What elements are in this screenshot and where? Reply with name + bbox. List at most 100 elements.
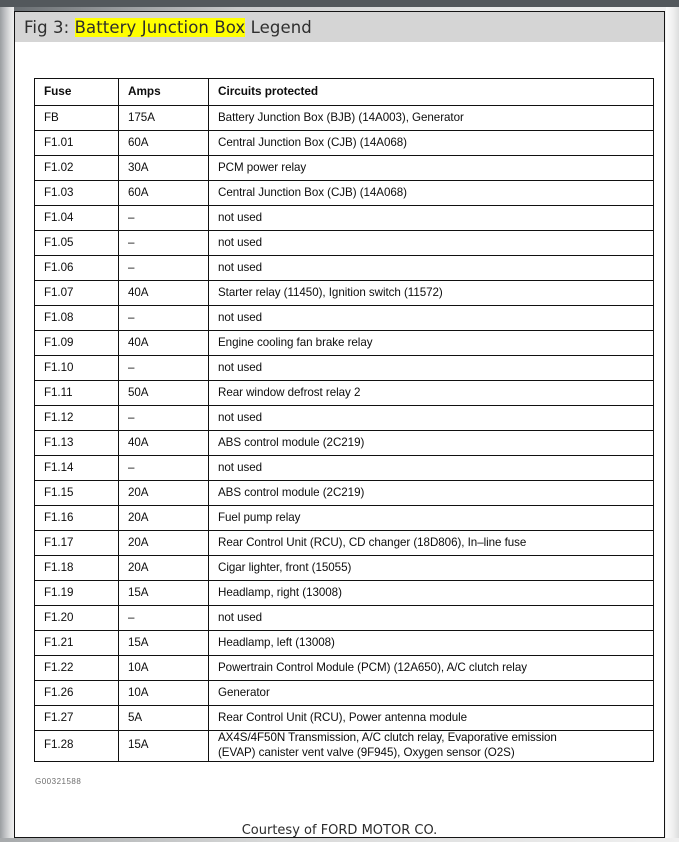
table-row: F1.03 60A Central Junction Box (CJB) (14A0… [34, 180, 654, 206]
cell-circuits: Battery Junction Box (BJB) (14A003), Gen… [208, 105, 654, 131]
cell-amps: 60A [118, 180, 209, 206]
bottom-gutter [0, 838, 679, 842]
cell-fuse: F1.28 [34, 730, 119, 762]
table-header-row: Fuse Amps Circuits protected [34, 78, 654, 106]
table-row: FB 175A Battery Junction Box (BJB) (14A003… [34, 105, 654, 131]
cell-fuse: F1.06 [34, 255, 119, 281]
cell-amps: 5A [118, 705, 209, 731]
courtesy-label: Courtesy of FORD MOTOR CO. [241, 823, 438, 838]
table-row: F1.11 50A Rear window defrost relay 2 [34, 380, 654, 406]
table-row: F1.17 20A Rear Control Unit (RCU), CD chan… [34, 530, 654, 556]
cell-circuits: Generator [208, 680, 654, 706]
cell-fuse: F1.26 [34, 680, 119, 706]
cell-circuits: not used [208, 605, 654, 631]
cell-circuits: not used [208, 455, 654, 481]
cell-circuits: ABS control module (2C219) [208, 480, 654, 506]
cell-fuse: F1.17 [34, 530, 119, 556]
cell-fuse: F1.13 [34, 430, 119, 456]
cell-amps: 20A [118, 530, 209, 556]
cell-amps: – [118, 455, 209, 481]
table-row: F1.12– not used [34, 405, 654, 431]
scanned-figure: Fuse Amps Circuits protected FB 175A Batte… [15, 42, 664, 837]
cell-amps: 10A [118, 655, 209, 681]
cell-amps: – [118, 305, 209, 331]
cell-circuits: not used [208, 230, 654, 256]
cell-fuse: F1.09 [34, 330, 119, 356]
table-row: F1.27 5A Rear Control Unit (RCU), Power an… [34, 705, 654, 731]
cell-amps: – [118, 230, 209, 256]
cell-amps: 15A [118, 630, 209, 656]
cell-fuse: F1.16 [34, 505, 119, 531]
table-row: F1.08– not used [34, 305, 654, 331]
table-row: F1.16 20A Fuel pump relay [34, 505, 654, 531]
cell-amps: 30A [118, 155, 209, 181]
table-row: F1.20– not used [34, 605, 654, 631]
cell-fuse: F1.07 [34, 280, 119, 306]
fuse-legend-table: Fuse Amps Circuits protected FB 175A Batte… [34, 78, 654, 762]
cell-fuse: F1.04 [34, 205, 119, 231]
cell-fuse: F1.19 [34, 580, 119, 606]
cell-circuits: Rear window defrost relay 2 [208, 380, 654, 406]
cell-amps: 60A [118, 130, 209, 156]
figure-title-bar: Fig 3: Battery Junction Box Legend [15, 12, 664, 42]
cell-circuits: Fuel pump relay [208, 505, 654, 531]
cell-circuits: Rear Control Unit (RCU), CD changer (18D… [208, 530, 654, 556]
column-header-circuits: Circuits protected [208, 78, 654, 106]
table-row: F1.21 15A Headlamp, left (13008) [34, 630, 654, 656]
right-gutter [666, 7, 679, 842]
cell-circuits: Central Junction Box (CJB) (14A068) [208, 180, 654, 206]
cell-amps: 20A [118, 480, 209, 506]
cell-amps: – [118, 205, 209, 231]
cell-circuits: ABS control module (2C219) [208, 430, 654, 456]
title-prefix: Fig 3: [24, 17, 75, 37]
cell-circuits: PCM power relay [208, 155, 654, 181]
table-row: F1.02 30A PCM power relay [34, 155, 654, 181]
cell-amps: 20A [118, 555, 209, 581]
table-row: F1.07 40A Starter relay (11450), Ignition … [34, 280, 654, 306]
table-row: F1.05– not used [34, 230, 654, 256]
cell-amps: 50A [118, 380, 209, 406]
cell-fuse: F1.20 [34, 605, 119, 631]
table-row: F1.28 15A AX4S/4F50N Transmission, A/C clu… [34, 730, 654, 762]
table-row: F1.15 20A ABS control module (2C219) [34, 480, 654, 506]
cell-amps: – [118, 355, 209, 381]
cell-amps: 15A [118, 730, 209, 762]
cell-amps: – [118, 255, 209, 281]
cell-circuits: Rear Control Unit (RCU), Power antenna m… [208, 705, 654, 731]
cell-amps: 20A [118, 505, 209, 531]
table-row: F1.22 10A Powertrain Control Module (PCM) … [34, 655, 654, 681]
cell-fuse: F1.27 [34, 705, 119, 731]
column-header-fuse: Fuse [34, 78, 119, 106]
cell-fuse: F1.03 [34, 180, 119, 206]
left-gutter [0, 7, 14, 842]
cell-fuse: F1.18 [34, 555, 119, 581]
table-row: F1.13 40A ABS control module (2C219) [34, 430, 654, 456]
cell-fuse: F1.21 [34, 630, 119, 656]
cell-fuse: FB [34, 105, 119, 131]
table-row: F1.26 10A Generator [34, 680, 654, 706]
cell-fuse: F1.11 [34, 380, 119, 406]
cell-circuits: Starter relay (11450), Ignition switch (… [208, 280, 654, 306]
cell-fuse: F1.01 [34, 130, 119, 156]
cell-fuse: F1.10 [34, 355, 119, 381]
cell-amps: – [118, 605, 209, 631]
page-title: Fig 3: Battery Junction Box Legend [24, 17, 312, 37]
table-row: F1.01 60A Central Junction Box (CJB) (14A0… [34, 130, 654, 156]
window-top-edge [0, 0, 679, 7]
cell-fuse: F1.12 [34, 405, 119, 431]
cell-circuits: Cigar lighter, front (15055) [208, 555, 654, 581]
cell-circuits: Headlamp, left (13008) [208, 630, 654, 656]
table-row: F1.09 40A Engine cooling fan brake relay [34, 330, 654, 356]
table-row: F1.10– not used [34, 355, 654, 381]
table-row: F1.19 15A Headlamp, right (13008) [34, 580, 654, 606]
cell-fuse: F1.05 [34, 230, 119, 256]
cell-amps: 175A [118, 105, 209, 131]
table-row: F1.18 20A Cigar lighter, front (15055) [34, 555, 654, 581]
table-row: F1.04– not used [34, 205, 654, 231]
cell-circuits: not used [208, 205, 654, 231]
cell-fuse: F1.14 [34, 455, 119, 481]
table-row: F1.06– not used [34, 255, 654, 281]
cell-circuits: Central Junction Box (CJB) (14A068) [208, 130, 654, 156]
cell-amps: 40A [118, 330, 209, 356]
